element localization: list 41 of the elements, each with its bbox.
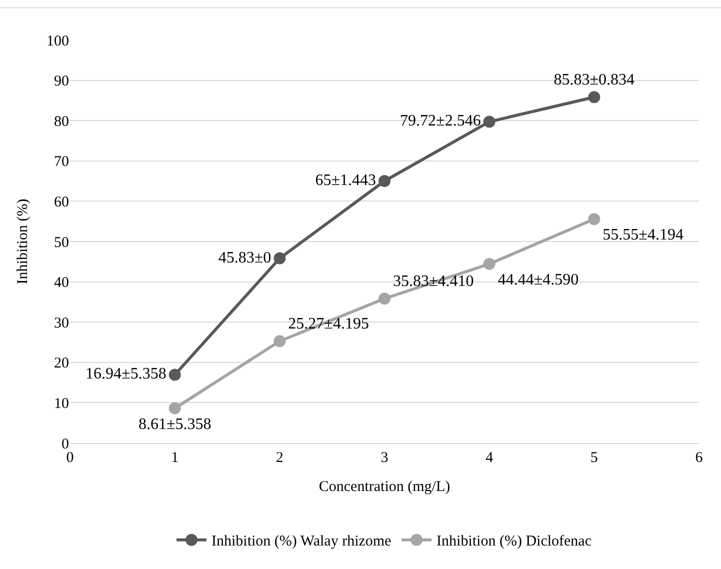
data-label: 65±1.443 (315, 172, 376, 190)
y-tick-label: 20 (54, 356, 69, 372)
y-tick-label: 90 (54, 74, 69, 90)
data-label: 55.55±4.194 (602, 226, 684, 244)
data-label: 44.44±4.590 (498, 271, 579, 288)
point (274, 252, 286, 264)
data-label: 85.83±0.834 (554, 72, 635, 89)
x-tick-label: 2 (276, 450, 284, 466)
data-label: 79.72±2.546 (400, 112, 481, 130)
x-axis-title: Concentration (mg/L) (318, 479, 450, 495)
y-tick-label: 30 (54, 315, 69, 332)
y-tick-label: 70 (54, 154, 69, 170)
data-label: 8.61±5.358 (138, 416, 212, 433)
point (588, 91, 600, 104)
data-label: 16.94±5.358 (86, 366, 166, 383)
y-tick-label: 60 (54, 194, 69, 210)
y-tick-label: 100 (46, 33, 69, 50)
point (483, 116, 496, 128)
x-tick-label: 6 (695, 450, 704, 466)
legend-label: Inhibition (%) Walay rhizome (212, 534, 392, 550)
point (168, 402, 181, 414)
y-tick-label: 10 (54, 396, 69, 412)
legend-label: Inhibition (%) Diclofenac (436, 534, 592, 550)
y-tick-label: 50 (54, 234, 69, 251)
x-tick-label: 3 (380, 450, 388, 466)
point (378, 292, 390, 305)
y-axis-title: Inhibition (%) (14, 198, 31, 284)
y-tick-label: 80 (54, 114, 69, 130)
point (588, 213, 600, 226)
x-tick-label: 4 (486, 450, 494, 466)
x-tick-label: 5 (590, 450, 598, 466)
point (168, 368, 181, 381)
point (483, 258, 496, 270)
point (378, 175, 390, 188)
data-label: 45.83±0 (218, 249, 272, 266)
y-tick-label: 0 (62, 436, 69, 452)
y-tick-label: 40 (54, 275, 69, 292)
data-label: 25.27±4.195 (288, 316, 369, 333)
point (274, 335, 286, 348)
x-tick-label: 1 (171, 450, 179, 466)
data-label: 35.83±4.410 (393, 273, 474, 290)
